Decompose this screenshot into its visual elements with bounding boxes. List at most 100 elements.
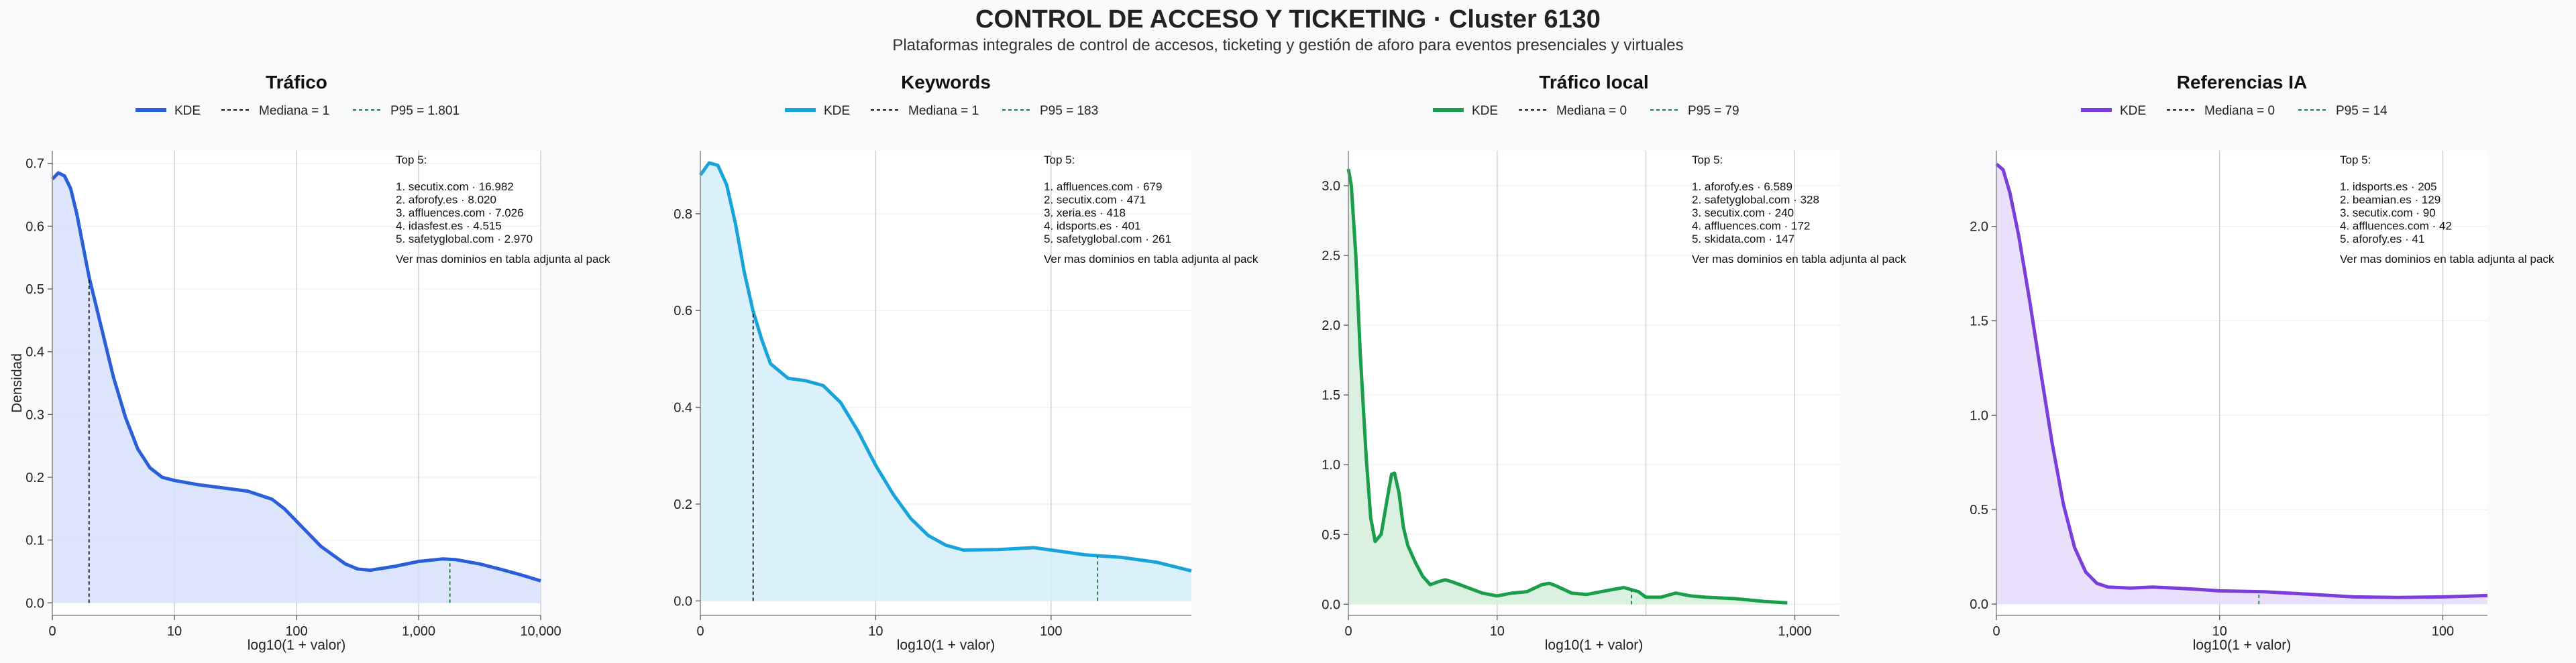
legend-p95-label: P95 = 183 xyxy=(1040,104,1098,118)
y-tick-label: 1.5 xyxy=(1970,314,1988,329)
x-axis-label: log10(1 + valor) xyxy=(248,638,346,653)
y-tick-label: 0.2 xyxy=(25,471,44,485)
legend-kde-label: KDE xyxy=(2120,104,2146,118)
top5-footer-note: Ver mas dominios en tabla adjunta al pac… xyxy=(1044,253,1258,265)
y-tick-label: 0.2 xyxy=(674,497,692,512)
density-area xyxy=(700,163,1191,601)
top5-item: 5. aforofy.es · 41 xyxy=(2340,233,2424,245)
top5-title: Top 5: xyxy=(2340,154,2371,166)
top5-item: 2. aforofy.es · 8.020 xyxy=(396,194,496,206)
top5-item: 1. affluences.com · 679 xyxy=(1044,180,1162,193)
x-axis-label: log10(1 + valor) xyxy=(1545,638,1644,653)
y-tick-label: 0.0 xyxy=(674,594,692,609)
chart-title: Tráfico xyxy=(266,72,327,93)
top5-item: 4. affluences.com · 172 xyxy=(1692,220,1810,233)
legend-median-label: Mediana = 0 xyxy=(1556,104,1627,118)
y-tick-label: 0.5 xyxy=(1322,528,1340,542)
legend-median-label: Mediana = 1 xyxy=(908,104,979,118)
top5-item: 3. affluences.com · 7.026 xyxy=(396,206,524,219)
x-axis-label: log10(1 + valor) xyxy=(897,638,996,653)
chart-panel-3: 0.0 0.5 1.0 1.5 2.0 2.5 3.0 0 10 1,000 log10(1 + v… xyxy=(1322,72,1907,653)
x-tick-label: 0 xyxy=(1992,624,2000,639)
chart-panel-1: 0.0 0.1 0.2 0.3 0.4 0.5 0.6 0.7 0 10 100 1,000 10,00… xyxy=(9,72,610,653)
top5-item: 4. idasfest.es · 4.515 xyxy=(396,220,502,233)
legend: KDE Mediana = 1 P95 = 1.801 xyxy=(136,104,460,118)
legend: KDE Mediana = 1 P95 = 183 xyxy=(785,104,1098,118)
y-tick-label: 2.0 xyxy=(1322,318,1340,333)
page-subtitle: Plataformas integrales de control de acc… xyxy=(892,36,1684,54)
y-tick-label: 0.5 xyxy=(25,282,44,297)
y-tick-label: 1.5 xyxy=(1322,388,1340,403)
x-tick-label: 0 xyxy=(696,624,704,639)
chart-panel-2: 0.0 0.2 0.4 0.6 0.8 0 10 100 log10(1 + valor) Key… xyxy=(674,72,1258,653)
plot-background xyxy=(1996,151,2487,615)
x-tick-label: 100 xyxy=(2432,624,2454,639)
y-tick-label: 0.7 xyxy=(25,157,44,172)
top5-item: 1. aforofy.es · 6.589 xyxy=(1692,180,1792,193)
page-title: CONTROL DE ACCESO Y TICKETING · Cluster … xyxy=(975,5,1601,34)
top5-item: 4. affluences.com · 42 xyxy=(2340,220,2452,233)
y-axis-label: Densidad xyxy=(9,353,25,413)
top5-footer-note: Ver mas dominios en tabla adjunta al pac… xyxy=(1692,253,1907,265)
y-tick-label: 1.0 xyxy=(1970,408,1988,423)
chart-title: Referencias IA xyxy=(2177,72,2308,93)
y-tick-label: 0.8 xyxy=(674,207,692,222)
y-tick-label: 2.0 xyxy=(1970,220,1988,235)
x-tick-label: 1,000 xyxy=(1778,624,1811,639)
y-tick-label: 0.6 xyxy=(25,219,44,234)
x-tick-label: 100 xyxy=(1040,624,1062,639)
x-tick-label: 10,000 xyxy=(520,624,561,639)
top5-item: 2. safetyglobal.com · 328 xyxy=(1692,194,1819,206)
top5-item: 3. secutix.com · 90 xyxy=(2340,206,2436,219)
chart-title: Tráfico local xyxy=(1539,72,1648,93)
legend: KDE Mediana = 0 P95 = 14 xyxy=(2081,104,2387,118)
y-tick-label: 0.4 xyxy=(25,345,44,360)
top5-item: 3. secutix.com · 240 xyxy=(1692,206,1794,219)
y-tick-label: 2.5 xyxy=(1322,249,1340,263)
y-tick-label: 0.0 xyxy=(1970,597,1988,612)
y-tick-label: 3.0 xyxy=(1322,179,1340,194)
top5-item: 2. beamian.es · 129 xyxy=(2340,194,2440,206)
top5-item: 2. secutix.com · 471 xyxy=(1044,194,1146,206)
x-tick-label: 1,000 xyxy=(402,624,435,639)
top5-item: 1. idsports.es · 205 xyxy=(2340,180,2437,193)
top5-title: Top 5: xyxy=(1044,154,1075,166)
x-tick-label: 10 xyxy=(1490,624,1505,639)
y-tick-label: 0.1 xyxy=(25,534,44,548)
legend-p95-label: P95 = 79 xyxy=(1688,104,1739,118)
top5-footer-note: Ver mas dominios en tabla adjunta al pac… xyxy=(2340,253,2555,265)
kde-line xyxy=(51,171,541,583)
y-tick-label: 0.6 xyxy=(674,304,692,318)
kde-line xyxy=(698,161,1192,573)
x-tick-label: 10 xyxy=(868,624,883,639)
y-tick-label: 0.4 xyxy=(674,401,692,416)
top5-title: Top 5: xyxy=(396,154,427,166)
legend-p95-label: P95 = 14 xyxy=(2336,104,2387,118)
legend-kde-label: KDE xyxy=(1472,104,1498,118)
plot-background xyxy=(1348,151,1839,615)
top5-footer-note: Ver mas dominios en tabla adjunta al pac… xyxy=(396,253,610,265)
x-axis-label: log10(1 + valor) xyxy=(2193,638,2292,653)
y-tick-label: 0.0 xyxy=(25,596,44,611)
x-tick-label: 10 xyxy=(167,624,182,639)
top5-item: 3. xeria.es · 418 xyxy=(1044,206,1126,219)
density-area xyxy=(1996,164,2487,605)
top5-item: 4. idsports.es · 401 xyxy=(1044,220,1141,233)
legend-kde-label: KDE xyxy=(174,104,201,118)
legend: KDE Mediana = 0 P95 = 79 xyxy=(1433,104,1739,118)
x-tick-label: 0 xyxy=(1344,624,1352,639)
y-tick-label: 1.0 xyxy=(1322,458,1340,473)
x-tick-label: 10 xyxy=(2212,624,2227,639)
kde-line xyxy=(1995,162,2488,599)
top5-item: 5. safetyglobal.com · 261 xyxy=(1044,233,1171,245)
legend-median-label: Mediana = 1 xyxy=(259,104,329,118)
x-tick-label: 0 xyxy=(48,624,56,639)
legend-kde-label: KDE xyxy=(824,104,850,118)
top5-item: 1. secutix.com · 16.982 xyxy=(396,180,514,193)
y-tick-label: 0.5 xyxy=(1970,503,1988,518)
